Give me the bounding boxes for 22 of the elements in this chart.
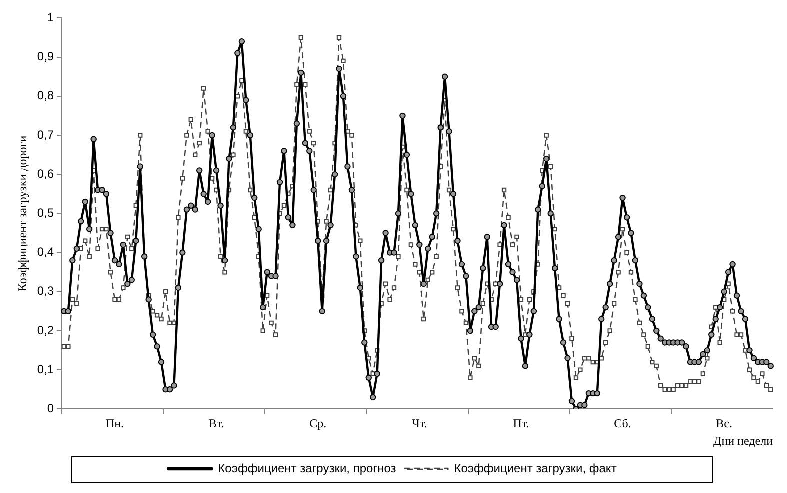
- x-tick-label: Ср.: [310, 416, 327, 431]
- y-tick-label: 0,7: [37, 128, 54, 142]
- y-tick-label: 0,8: [37, 88, 54, 103]
- y-tick-label: 0,5: [37, 206, 54, 220]
- x-tick-label: Вс.: [716, 416, 733, 431]
- legend-label: Коэффициент загрузки, факт: [454, 461, 618, 476]
- y-tick-label: 1: [47, 10, 54, 25]
- x-tick-label: Пт.: [513, 416, 530, 431]
- x-tick-label: Пн.: [106, 416, 124, 431]
- y-tick-label: 0,9: [37, 50, 54, 64]
- y-tick-label: 0: [47, 402, 54, 416]
- y-tick-label: 0,4: [37, 245, 54, 260]
- y-tick-label: 0,2: [37, 323, 54, 338]
- y-tick-label: 0,3: [37, 284, 54, 298]
- x-axis-title: Дни недели: [714, 434, 774, 448]
- x-tick-label: Сб.: [614, 416, 632, 431]
- x-tick-label: Чт.: [412, 416, 428, 431]
- y-axis-title: Коэффициент загрузки дороги: [15, 135, 30, 292]
- y-tick-label: 0,1: [37, 362, 54, 376]
- x-tick-label: Вт.: [208, 416, 224, 431]
- legend-label: Коэффициент загрузки, прогноз: [218, 461, 397, 476]
- y-tick-label: 0,6: [37, 166, 54, 181]
